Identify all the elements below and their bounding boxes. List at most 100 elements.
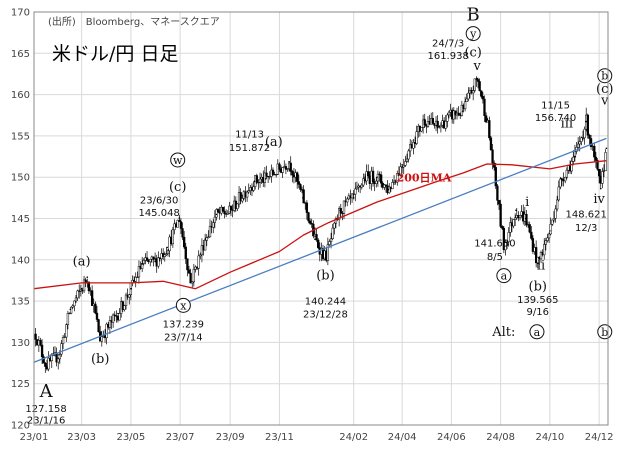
series-name-label: 200日MA [397,171,452,184]
annotation-label: ii [537,259,545,274]
price-pivot-point [364,176,366,178]
candle-body [179,221,183,229]
candle-body [58,353,61,360]
candle-body [65,324,68,338]
candle-body [594,156,598,161]
candle-body [463,101,467,110]
candle-body [371,170,375,182]
candle-body [84,279,87,283]
candle-body [593,145,596,158]
candle-body [310,223,313,225]
price-pivot-point [229,211,231,213]
price-pivot-point [302,197,304,199]
candle-body [163,254,166,257]
price-pivot-point [99,337,101,340]
candle-body [334,218,338,224]
candle-body [405,158,409,162]
candle-body [534,247,538,264]
candle-body [564,176,567,182]
candle-body [415,131,418,144]
candle-body [488,120,491,139]
price-pivot-point [423,118,426,121]
candle-body [329,238,333,242]
candle-body [315,234,318,241]
price-pivot-point [34,333,37,335]
price-pivot-point [476,77,479,80]
y-tick-label: 130 [11,338,30,349]
candle-body [257,182,260,184]
candle-body [465,98,468,103]
price-pivot-point [486,118,488,121]
price-pivot-point [166,246,169,249]
candle-body [47,357,50,370]
y-tick-label: 140 [11,255,30,266]
candle-body [543,244,546,256]
candle-body [97,319,100,332]
candle-body [74,297,78,302]
price-pivot-point [585,120,588,123]
price-pivot-point [86,276,89,278]
price-pivot-point [536,262,539,265]
candle-body [436,120,439,127]
annotation-label: 23/7/14 [164,333,203,344]
y-tick-label: 155 [11,131,30,142]
annotation-label: 148.621 [566,210,607,221]
x-tick-label: 24/10 [535,432,564,443]
x-tick-label: 24/04 [388,432,417,443]
annotation-label: 141.630 [474,239,515,250]
price-pivot-point [189,281,192,284]
annotation-circled-label: y [469,28,477,41]
candle-body [239,192,242,202]
candle-body [491,149,494,164]
y-axis: 120 125 130 135 140 145 150 155 160 165 170 [11,8,30,432]
y-tick-label: 120 [11,421,30,432]
annotation-label: (a) [265,135,283,150]
annotation-label: 161.938 [427,51,468,62]
source-note: (出所) Bloomberg、マネースクエア [48,15,220,28]
candle-body [346,198,349,203]
price-pivot-point [253,180,256,183]
candle-body [497,200,501,205]
candle-body [355,186,359,190]
candle-body [212,222,215,228]
candle-body [166,250,170,254]
candle-body [149,259,152,263]
candle-body [111,314,115,323]
annotation-label: 23/1/16 [27,415,66,426]
candle-body [483,98,486,116]
candle-body [494,167,497,187]
candle-body [157,257,160,267]
candle-body [597,168,601,177]
candle-body [90,290,94,306]
price-pivot-point [605,147,608,150]
candle-body [199,254,202,257]
candle-body [299,184,302,190]
annotation-circle [529,324,545,340]
x-tick-label: 24/02 [339,432,368,443]
annotation-label: i [525,195,529,210]
candle-body [580,137,583,142]
x-tick-label: 23/05 [116,432,145,443]
candle-body [496,185,499,201]
price-candles [34,76,608,373]
candle-body [412,142,415,149]
candle-body [586,114,589,136]
price-pivot-point [515,209,517,212]
candle-body [271,169,275,175]
candle-body [204,240,207,251]
candle-body [525,214,528,226]
candle-body [531,238,535,252]
candle-body [76,290,79,299]
candle-body [289,162,292,172]
annotation-label: (b) [91,352,109,367]
price-pivot-point [80,287,83,290]
candle-body [399,166,402,176]
annotation-circled-label: a [534,326,541,339]
annotation-label: v [600,94,609,109]
candle-body [407,150,410,160]
x-tick-label: 24/08 [486,432,515,443]
candle-body [350,193,354,199]
candle-body [481,96,485,100]
candle-body [297,181,300,185]
price-pivot-point [401,164,403,166]
